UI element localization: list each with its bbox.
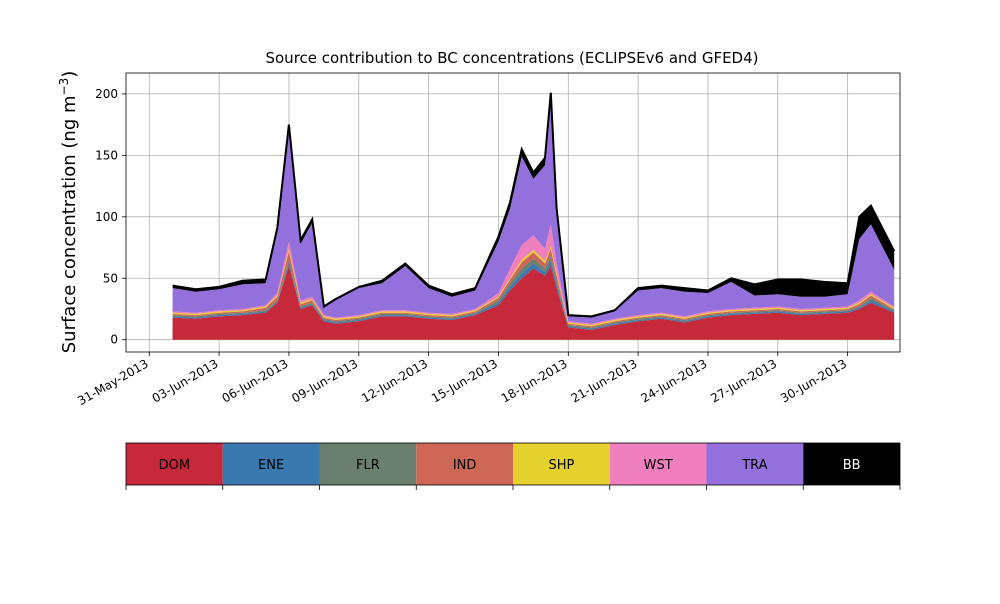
- y-tick-label: 100: [95, 210, 118, 224]
- legend-label-tra: TRA: [741, 458, 767, 473]
- legend-swatch-shp: [513, 443, 610, 485]
- legend-swatch-bb: [803, 443, 900, 485]
- y-tick-label: 150: [95, 148, 118, 162]
- legend-swatch-ene: [222, 443, 320, 485]
- chart-title: Source contribution to BC concentrations…: [265, 49, 758, 67]
- area-dom: [172, 266, 895, 340]
- legend-swatch-ind: [416, 443, 513, 485]
- tick-labels: 31-May-201303-Jun-201306-Jun-201309-Jun-…: [75, 87, 849, 408]
- x-tick-label: 03-Jun-2013: [150, 356, 221, 405]
- series-areas: [172, 92, 896, 340]
- x-tick-label: 06-Jun-2013: [219, 356, 290, 405]
- plot-frame: [125, 72, 901, 353]
- legend-frame: [125, 442, 901, 486]
- legend-label-ene: ENE: [258, 458, 284, 473]
- x-tick-label: 30-Jun-2013: [778, 356, 849, 405]
- legend-label-shp: SHP: [548, 458, 574, 473]
- legend-label-ind: IND: [453, 458, 477, 473]
- legend-swatch-dom: [126, 443, 223, 485]
- area-bb: [172, 92, 895, 318]
- area-tra: [172, 101, 895, 324]
- x-tick-label: 31-May-2013: [75, 356, 150, 408]
- legend-label-flr: FLR: [356, 458, 380, 473]
- y-tick-label: 50: [103, 271, 118, 285]
- x-tick-label: 24-Jun-2013: [638, 356, 709, 405]
- axes: [122, 72, 901, 356]
- y-tick-label: 200: [95, 87, 118, 101]
- legend-label-bb: BB: [843, 458, 861, 473]
- x-tick-label: 15-Jun-2013: [429, 356, 500, 405]
- x-tick-label: 21-Jun-2013: [569, 356, 640, 405]
- legend-swatch-wst: [609, 443, 707, 485]
- x-tick-label: 27-Jun-2013: [708, 356, 779, 405]
- y-axis-label: Surface concentration (ng m−3): [57, 71, 80, 354]
- x-tick-label: 12-Jun-2013: [359, 356, 430, 405]
- area-wst: [172, 224, 895, 325]
- legend-label-wst: WST: [644, 458, 673, 473]
- colorbar-legend: DOM ENE FLR IND SHP WST TRA BB: [125, 442, 901, 490]
- legend-swatch-flr: [319, 443, 417, 485]
- y-tick-label: 0: [110, 333, 118, 347]
- legend-swatch-tra: [706, 443, 804, 485]
- x-tick-label: 09-Jun-2013: [289, 356, 360, 405]
- total-outline: [172, 92, 896, 318]
- x-tick-label: 18-Jun-2013: [499, 356, 570, 405]
- legend-label-dom: DOM: [159, 458, 190, 473]
